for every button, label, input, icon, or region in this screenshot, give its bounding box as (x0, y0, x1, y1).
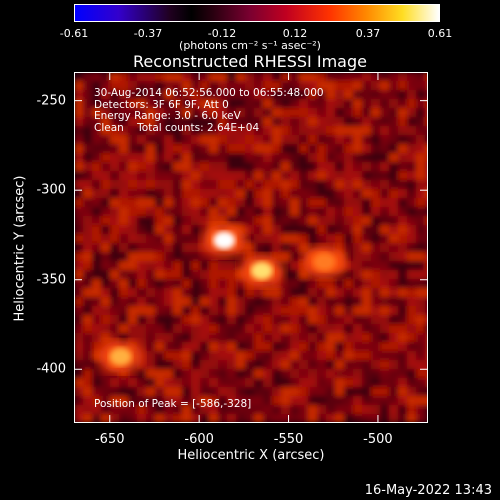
source-0 (202, 224, 247, 257)
colorbar-tick-1: -0.37 (133, 27, 163, 40)
source-3 (98, 340, 143, 373)
colorbar-tick-4: 0.37 (355, 27, 381, 40)
colorbar-units: (photons cm⁻² s⁻¹ asec⁻²) (179, 39, 321, 52)
y-tick-label-1: -300 (36, 182, 66, 198)
colorbar-tick-3: 0.12 (282, 27, 308, 40)
annotation-time-range: 30-Aug-2014 06:52:56.000 to 06:55:48.000 (94, 87, 324, 99)
source-2 (302, 245, 347, 278)
axis-ticks (74, 72, 428, 423)
annotation-energy-range: Energy Range: 3.0 - 6.0 keV (94, 110, 241, 122)
annotation-clean-counts: Clean Total counts: 2.64E+04 (94, 121, 260, 134)
colorbar-tick-2: -0.12 (207, 27, 237, 40)
plot-area (74, 72, 428, 423)
x-axis-label: Heliocentric X (arcsec) (177, 448, 325, 463)
y-tick-label-3: -400 (36, 361, 66, 377)
timestamp: 16-May-2022 13:43 (364, 483, 492, 498)
source-1 (239, 254, 284, 287)
peak-position-label: Position of Peak = [-586,-328] (94, 398, 252, 410)
colorbar-tick-5: 0.61 (427, 27, 453, 40)
y-tick-label-0: -250 (36, 93, 66, 109)
y-tick-label-2: -350 (36, 272, 66, 288)
colorbar-tick-0: -0.61 (59, 27, 89, 40)
annotation-detectors: Detectors: 3F 6F 9F, Att 0 (94, 98, 229, 111)
emission-sources (98, 224, 347, 373)
x-tick-label-0: -650 (94, 432, 125, 447)
image-background (74, 72, 428, 423)
y-axis-label: Heliocentric Y (arcsec) (12, 175, 28, 322)
x-tick-label-1: -600 (184, 432, 214, 447)
colorbar (74, 4, 440, 22)
chart-title: Reconstructed RHESSI Image (133, 52, 367, 71)
x-tick-label-3: -500 (363, 432, 393, 447)
x-tick-label-2: -550 (273, 432, 304, 447)
